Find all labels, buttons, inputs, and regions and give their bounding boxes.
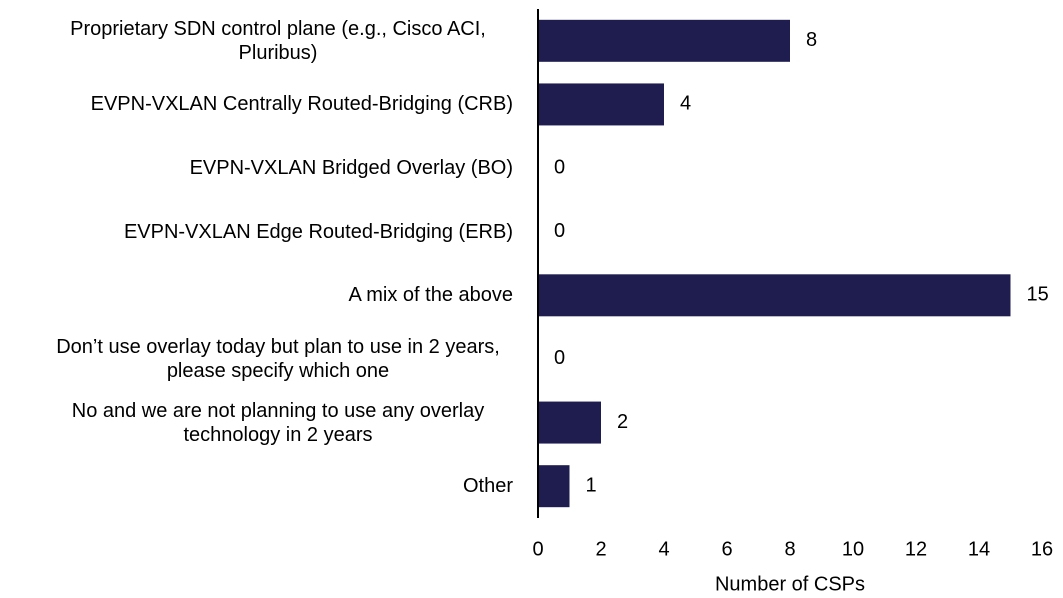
y-tick-label-text: EVPN-VXLAN Centrally Routed-Bridging (CR… <box>90 93 513 116</box>
data-label: 1 <box>586 474 597 496</box>
data-label: 2 <box>617 411 628 433</box>
y-tick-label-text: A mix of the above <box>348 284 513 307</box>
x-tick-label: 8 <box>784 538 795 560</box>
x-tick-label: 14 <box>968 538 990 560</box>
data-label: 0 <box>554 347 565 369</box>
y-tick-label-text: Other <box>462 475 513 498</box>
data-label: 0 <box>554 156 565 178</box>
data-label: 4 <box>680 93 691 115</box>
y-tick-label-text: Don’t use overlay today but plan to use … <box>56 335 500 382</box>
y-tick-label: EVPN-VXLAN Bridged Overlay (BO) <box>0 156 513 180</box>
y-tick-label: A mix of the above <box>0 283 513 307</box>
x-tick-label: 12 <box>905 538 927 560</box>
bar <box>538 465 570 508</box>
bar <box>538 274 1011 317</box>
y-tick-label: Other <box>0 474 513 498</box>
x-tick-label: 0 <box>532 538 543 560</box>
y-tick-label: EVPN-VXLAN Centrally Routed-Bridging (CR… <box>0 92 513 116</box>
y-tick-label-text: EVPN-VXLAN Edge Routed-Bridging (ERB) <box>123 220 513 243</box>
x-tick-label: 16 <box>1031 538 1053 560</box>
x-tick-label: 10 <box>842 538 864 560</box>
x-tick-label: 6 <box>721 538 732 560</box>
bar <box>538 401 601 444</box>
y-tick-label-text: EVPN-VXLAN Bridged Overlay (BO) <box>189 157 513 180</box>
x-tick-label: 2 <box>595 538 606 560</box>
y-tick-label: Proprietary SDN control plane (e.g., Cis… <box>0 17 513 65</box>
y-tick-label: No and we are not planning to use any ov… <box>0 399 513 447</box>
x-tick-label: 4 <box>658 538 669 560</box>
y-tick-label-text: No and we are not planning to use any ov… <box>71 399 485 446</box>
bar <box>538 83 664 126</box>
x-axis-title: Number of CSPs <box>715 573 865 595</box>
data-label: 15 <box>1027 284 1049 306</box>
y-tick-label: EVPN-VXLAN Edge Routed-Bridging (ERB) <box>0 220 513 244</box>
bar <box>538 19 790 62</box>
y-tick-label-text: Proprietary SDN control plane (e.g., Cis… <box>70 17 486 64</box>
data-label: 8 <box>806 29 817 51</box>
y-tick-label: Don’t use overlay today but plan to use … <box>0 335 513 383</box>
data-label: 0 <box>554 220 565 242</box>
